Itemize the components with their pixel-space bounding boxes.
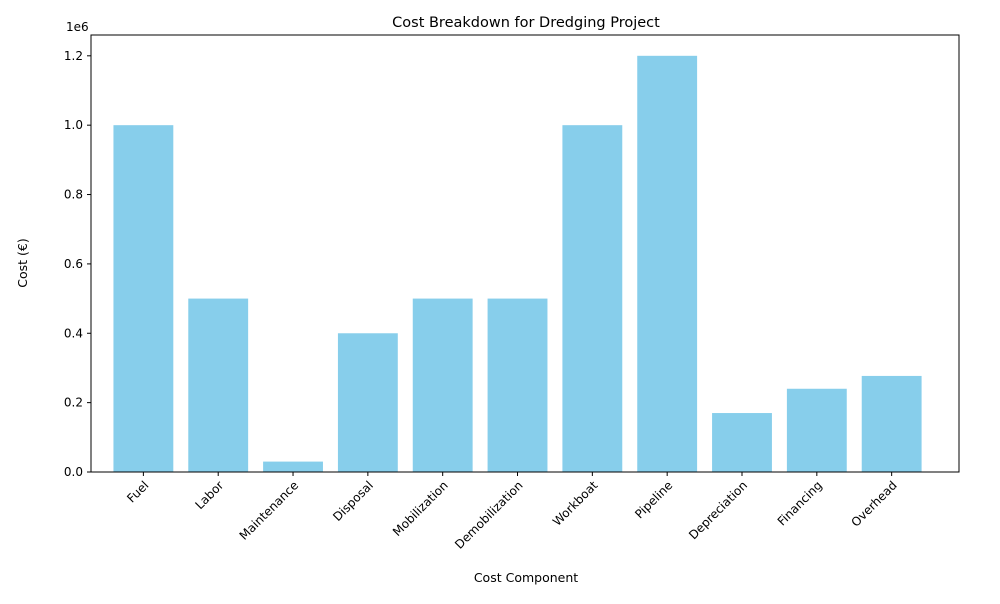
y-tick-label: 0.6 [64,257,83,271]
y-tick-label: 1.0 [64,118,83,132]
bar-mobilization [412,298,473,472]
x-ticks-group: Fuel Labor Maintenance Disposal Mobilization… [124,472,900,552]
x-tick-label: Depreciation [686,478,750,542]
y-axis-label: Cost (€) [15,238,30,287]
x-tick-label: Maintenance [237,478,302,543]
x-tick-label: Pipeline [632,478,675,521]
bar-labor [188,298,249,472]
bar-maintenance [263,461,323,472]
bar-financing [786,388,847,472]
y-axis-offset-label: 1e6 [66,20,89,34]
bar-depreciation [712,413,772,472]
y-tick-label: 1.2 [64,49,83,63]
x-tick-label: Demobilization [452,478,525,551]
x-tick-label: Financing [775,478,825,528]
bar-workboat [562,125,623,472]
bar-fuel [113,125,174,472]
x-tick-label: Disposal [330,478,376,524]
x-tick-label: Labor [192,478,226,512]
x-tick-label: Fuel [124,478,151,505]
plot-area-frame [90,34,960,473]
y-tick-label: 0.4 [64,326,83,340]
bar-disposal [337,333,398,472]
y-tick-label: 0.8 [64,188,83,202]
bar-pipeline [637,55,698,473]
x-axis-label: Cost Component [474,570,578,585]
chart-title: Cost Breakdown for Dredging Project [392,15,660,31]
y-tick-label: 0.0 [64,465,83,479]
bar-demobilization [487,298,548,472]
bar-overhead [861,375,922,472]
x-tick-label: Workboat [550,478,601,529]
x-tick-label: Overhead [848,478,899,529]
bars-group [113,55,922,473]
y-ticks-group: 0.0 0.2 0.4 0.6 0.8 1.0 1.2 [64,49,91,479]
x-tick-label: Mobilization [390,478,451,539]
y-tick-label: 0.2 [64,396,83,410]
